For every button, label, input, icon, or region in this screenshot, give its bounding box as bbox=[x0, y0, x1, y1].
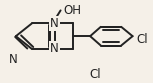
Text: N: N bbox=[50, 42, 59, 55]
Text: Cl: Cl bbox=[89, 68, 101, 81]
Text: N: N bbox=[9, 53, 18, 66]
Text: N: N bbox=[50, 17, 59, 30]
Text: Cl: Cl bbox=[136, 33, 148, 46]
Text: OH: OH bbox=[64, 4, 82, 17]
